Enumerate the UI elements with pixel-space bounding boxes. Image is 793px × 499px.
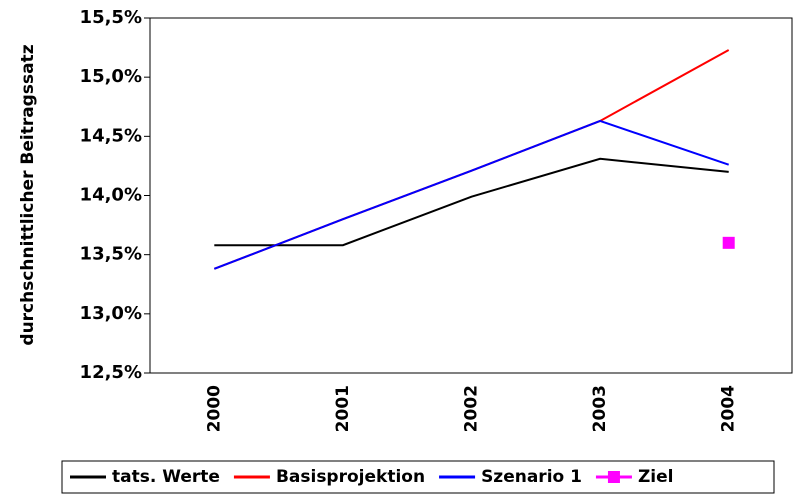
legend-box [61,460,775,494]
y-tick-label: 14,0% [80,185,142,206]
series-line [213,119,730,270]
series-line [214,157,729,247]
x-tick-label: 2004 [719,385,739,432]
legend-label: Ziel [638,467,674,487]
y-tick-label: 12,5% [80,362,142,383]
y-axis-label: durchschnittlicher Beitragssatz [18,44,38,345]
x-tick-label: 2001 [333,385,353,432]
y-tick-label: 15,0% [80,66,142,87]
legend-label: Szenario 1 [481,467,582,487]
y-tick-label: 14,5% [80,125,142,146]
y-tick-label: 13,5% [80,244,142,265]
marker [722,236,735,249]
x-tick-label: 2000 [204,385,224,432]
series-line [213,49,730,270]
y-tick-label: 15,5% [80,7,142,28]
plot-frame [149,17,793,374]
y-tick-label: 13,0% [80,303,142,324]
legend-marker [607,471,620,483]
legend: tats. Werte Basisprojektion Szenario 1 Ziel [61,460,775,494]
x-tick-label: 2003 [590,385,610,432]
x-tick-label: 2002 [462,385,482,432]
legend-label: Basisprojektion [276,467,425,487]
legend-label: tats. Werte [112,467,220,487]
